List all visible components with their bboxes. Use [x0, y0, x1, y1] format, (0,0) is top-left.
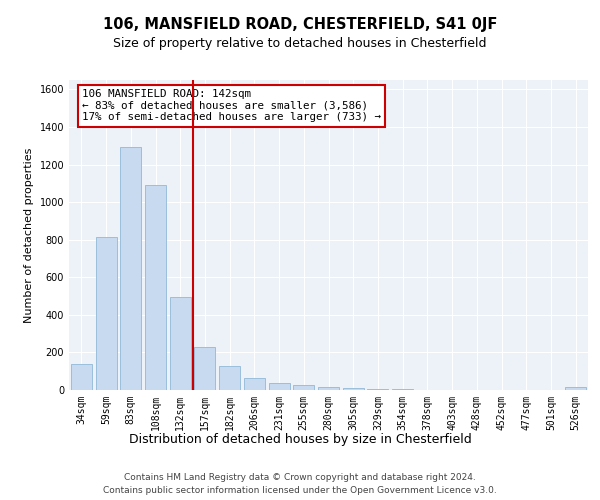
Bar	[145, 185, 166, 390]
Bar	[565, 387, 586, 390]
Text: Contains public sector information licensed under the Open Government Licence v3: Contains public sector information licen…	[103, 486, 497, 495]
Bar	[343, 388, 364, 390]
Text: 106, MANSFIELD ROAD, CHESTERFIELD, S41 0JF: 106, MANSFIELD ROAD, CHESTERFIELD, S41 0…	[103, 18, 497, 32]
Text: Size of property relative to detached houses in Chesterfield: Size of property relative to detached ho…	[113, 38, 487, 51]
Bar	[194, 347, 215, 390]
Bar	[219, 366, 240, 390]
Bar	[71, 364, 92, 390]
Bar	[269, 383, 290, 390]
Bar	[293, 385, 314, 390]
Bar	[244, 378, 265, 390]
Bar	[318, 387, 339, 390]
Text: 106 MANSFIELD ROAD: 142sqm
← 83% of detached houses are smaller (3,586)
17% of s: 106 MANSFIELD ROAD: 142sqm ← 83% of deta…	[82, 90, 381, 122]
Text: Distribution of detached houses by size in Chesterfield: Distribution of detached houses by size …	[128, 432, 472, 446]
Text: Contains HM Land Registry data © Crown copyright and database right 2024.: Contains HM Land Registry data © Crown c…	[124, 472, 476, 482]
Bar	[120, 146, 141, 390]
Bar	[95, 237, 116, 390]
Y-axis label: Number of detached properties: Number of detached properties	[24, 148, 34, 322]
Bar	[170, 297, 191, 390]
